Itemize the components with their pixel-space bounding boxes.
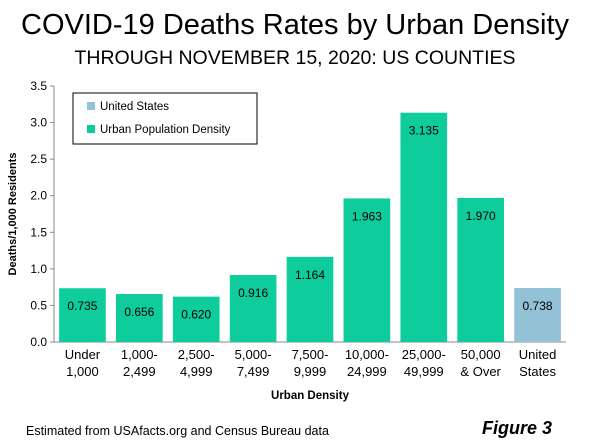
y-tick-label: 2.0 xyxy=(30,189,47,203)
data-label: 0.620 xyxy=(181,308,211,322)
y-tick-label: 1.0 xyxy=(30,262,47,276)
chart-title: COVID-19 Deaths Rates by Urban Density xyxy=(21,9,569,41)
data-label: 0.656 xyxy=(124,305,154,319)
data-label-box xyxy=(117,303,162,321)
data-label: 1.164 xyxy=(295,268,325,282)
x-tick-label: States xyxy=(519,364,556,379)
data-label: 1.963 xyxy=(352,209,382,223)
data-label: 0.916 xyxy=(238,286,268,300)
x-tick-label: & Over xyxy=(460,364,501,379)
data-label-box xyxy=(401,121,446,139)
x-tick-label: 2,500- xyxy=(178,347,215,362)
x-tick-label: 10,000- xyxy=(345,347,389,362)
data-label: 3.135 xyxy=(409,124,439,138)
x-tick-label: 4,999 xyxy=(180,364,213,379)
y-tick-label: 2.5 xyxy=(30,152,47,166)
legend-label-urban-population-density: Urban Population Density xyxy=(100,124,231,136)
x-tick-label: 1,000 xyxy=(66,364,99,379)
bar xyxy=(400,112,448,342)
data-label-box xyxy=(231,284,276,302)
x-tick-label: 9,999 xyxy=(294,364,327,379)
data-label-box xyxy=(458,206,503,224)
x-tick-label: 24,999 xyxy=(347,364,387,379)
data-label-box xyxy=(60,297,105,315)
data-label: 0.738 xyxy=(523,299,553,313)
bar xyxy=(59,288,106,342)
y-tick-label: 0.5 xyxy=(30,298,47,312)
y-tick-label: 3.0 xyxy=(30,116,47,130)
legend-label-united-states: United States xyxy=(100,101,169,113)
y-tick-label: 3.5 xyxy=(30,79,47,93)
x-tick-label: 25,000- xyxy=(402,347,446,362)
data-label-box xyxy=(344,207,389,225)
x-tick-label: Under xyxy=(65,347,101,362)
x-axis-title: Urban Density xyxy=(271,390,350,402)
data-label-box xyxy=(288,265,332,283)
y-tick-label: 0.0 xyxy=(30,335,47,349)
data-label-box xyxy=(515,297,560,315)
x-tick-label: United xyxy=(519,347,557,362)
x-tick-label: 49,999 xyxy=(404,364,444,379)
x-tick-label: 5,000- xyxy=(235,347,272,362)
chart-subtitle: THROUGH NOVEMBER 15, 2020: US COUNTIES xyxy=(74,47,516,69)
data-label: 0.735 xyxy=(67,299,97,313)
legend-swatch-urban-population-density xyxy=(87,125,95,133)
data-label-box xyxy=(174,305,219,323)
x-tick-label: 50,000 xyxy=(461,347,501,362)
bar xyxy=(514,288,561,342)
data-label: 1.970 xyxy=(466,209,496,223)
source-note: Estimated from USAfacts.org and Census B… xyxy=(26,424,329,438)
figure-number: Figure 3 xyxy=(481,418,552,438)
x-tick-label: 2,499 xyxy=(123,364,156,379)
legend-swatch-united-states xyxy=(87,102,95,110)
y-tick-label: 1.5 xyxy=(30,225,47,239)
x-tick-label: 1,000- xyxy=(121,347,158,362)
legend: United States Urban Population Density xyxy=(72,92,258,145)
legend-box xyxy=(72,92,258,145)
x-tick-label: 7,500- xyxy=(292,347,329,362)
x-tick-label: 7,499 xyxy=(237,364,270,379)
y-axis-title: Deaths/1,000 Residents xyxy=(7,153,19,276)
